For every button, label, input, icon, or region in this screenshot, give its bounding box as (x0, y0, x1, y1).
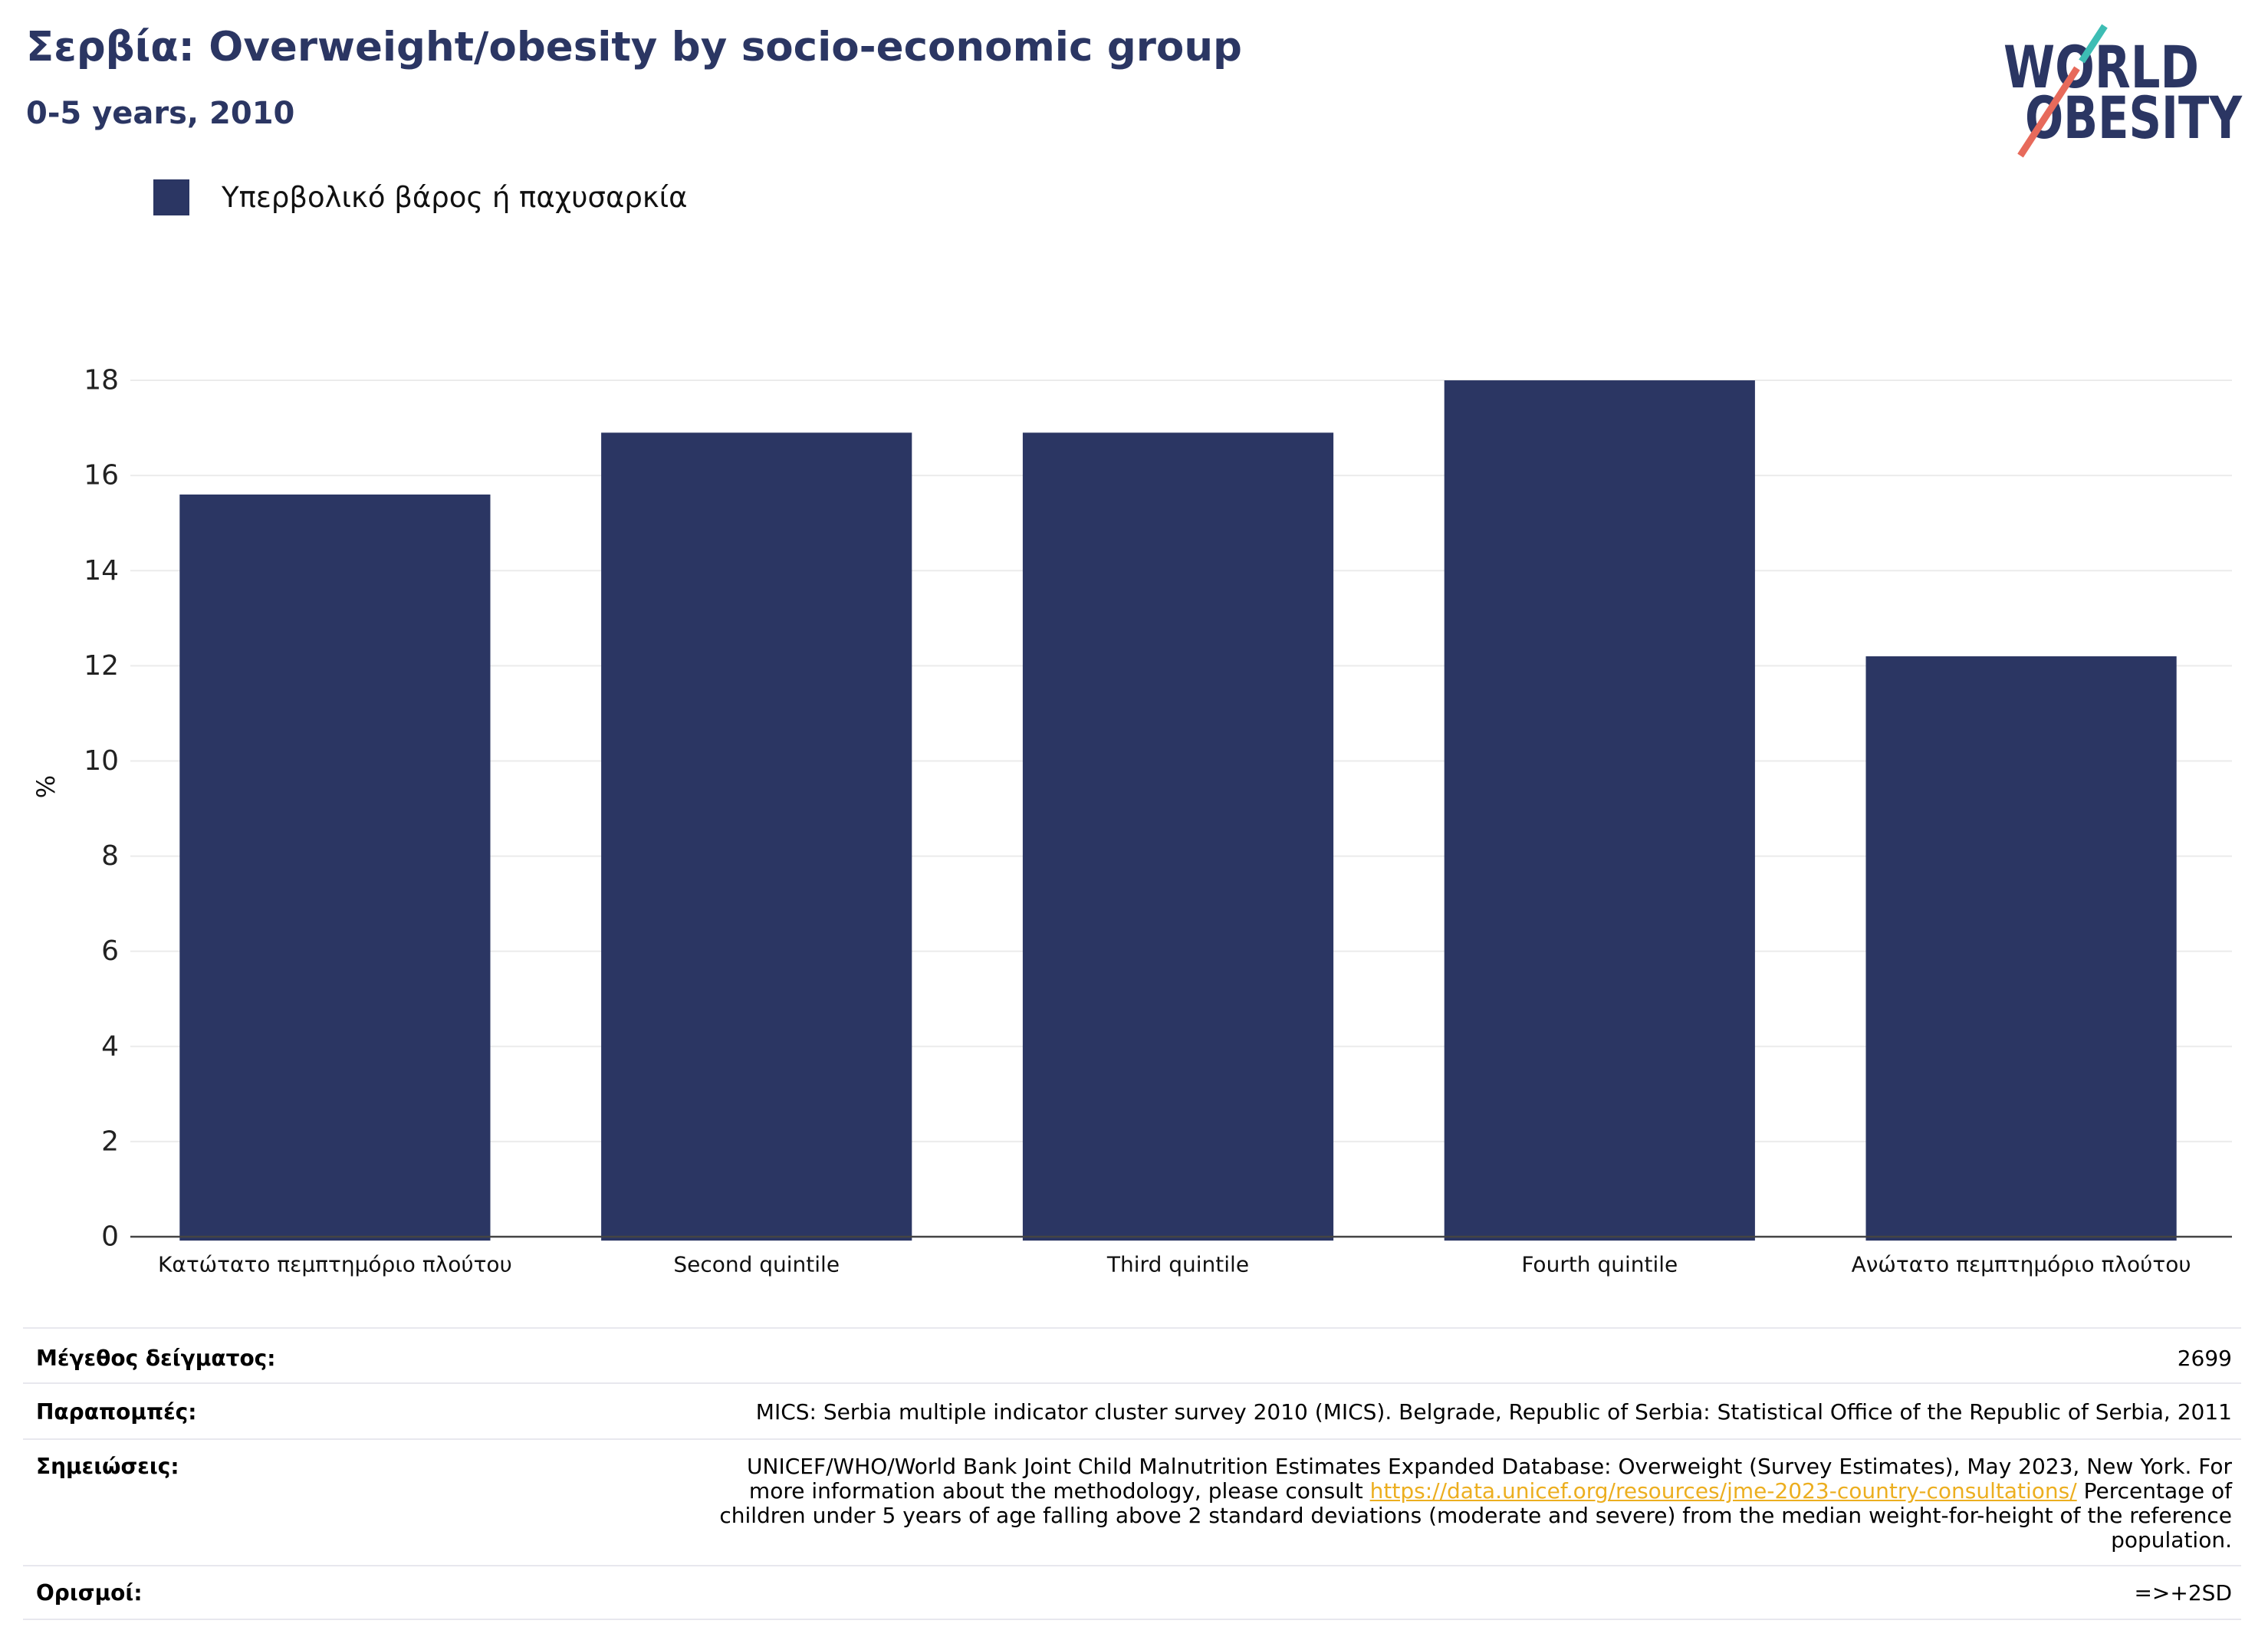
notes-line: population. (2111, 1527, 2232, 1553)
legend-label: Υπερβολικό βάρος ή παχυσαρκία (222, 181, 688, 214)
bar-2 (601, 432, 912, 1241)
y-tick-label-10: 10 (84, 745, 119, 777)
y-tick-label-12: 12 (84, 650, 119, 682)
references-value: MICS: Serbia multiple indicator cluster … (755, 1399, 2232, 1425)
notes-label: Σημειώσεις: (36, 1454, 179, 1479)
chart-legend: Υπερβολικό βάρος ή παχυσαρκία (153, 179, 688, 215)
table-divider (23, 1565, 2241, 1566)
table-divider (23, 1438, 2241, 1440)
references-label: Παραπομπές: (36, 1399, 197, 1425)
y-axis-label: % (31, 775, 61, 798)
logo-text-world: WORLD (2003, 33, 2199, 101)
sample-size-label: Μέγεθος δείγματος: (36, 1346, 276, 1371)
x-tick-label-4: Fourth quintile (1521, 1252, 1678, 1277)
y-tick-label-14: 14 (84, 555, 119, 587)
x-tick-label-3: Third quintile (1106, 1252, 1249, 1277)
bar-5 (1865, 656, 2177, 1241)
sample-size-value: 2699 (2177, 1346, 2232, 1371)
world-obesity-logo: WORLD OBESITY (2003, 24, 2243, 158)
definitions-label: Ορισμοί: (36, 1580, 143, 1606)
methodology-link[interactable]: https://data.unicef.org/resources/jme-20… (1369, 1478, 2077, 1504)
table-divider (23, 1327, 2241, 1329)
table-divider (23, 1382, 2241, 1384)
legend-swatch (153, 179, 189, 215)
y-tick-label-2: 2 (101, 1126, 119, 1157)
definitions-value: =>+2SD (2134, 1580, 2232, 1606)
y-tick-label-6: 6 (101, 935, 119, 967)
logo-slash-coral (2017, 66, 2080, 158)
x-tick-label-2: Second quintile (673, 1252, 840, 1277)
notes-line: UNICEF/WHO/World Bank Joint Child Malnut… (747, 1454, 2232, 1479)
logo-slash-teal (2079, 24, 2108, 64)
notes-line: more information about the methodology, … (749, 1479, 2232, 1504)
bar-3 (1022, 432, 1334, 1241)
x-tick-label-1: Κατώτατο πεμπτημόριο πλούτου (158, 1252, 512, 1277)
x-tick-label-5: Ανώτατο πεμπτημόριο πλούτου (1852, 1252, 2191, 1277)
y-tick-label-0: 0 (101, 1221, 119, 1253)
notes-text: Percentage of (2083, 1478, 2232, 1504)
bar-chart: % 0 2 4 6 8 10 12 14 16 18 Κατώτατο πεμπτημόριο πλ… (31, 365, 2232, 1277)
bar-4 (1444, 380, 1755, 1241)
table-divider (23, 1619, 2241, 1620)
y-tick-label-8: 8 (101, 840, 119, 872)
notes-text: more information about the methodology, … (748, 1478, 1363, 1504)
notes-line: children under 5 years of age falling ab… (719, 1503, 2232, 1528)
page-title: Σερβία: Overweight/obesity by socio-econ… (26, 24, 1242, 71)
y-tick-label-18: 18 (84, 365, 119, 396)
page-subtitle: 0-5 years, 2010 (26, 96, 295, 131)
bar-1 (179, 494, 491, 1241)
y-tick-label-16: 16 (84, 460, 119, 491)
y-tick-label-4: 4 (101, 1030, 119, 1062)
